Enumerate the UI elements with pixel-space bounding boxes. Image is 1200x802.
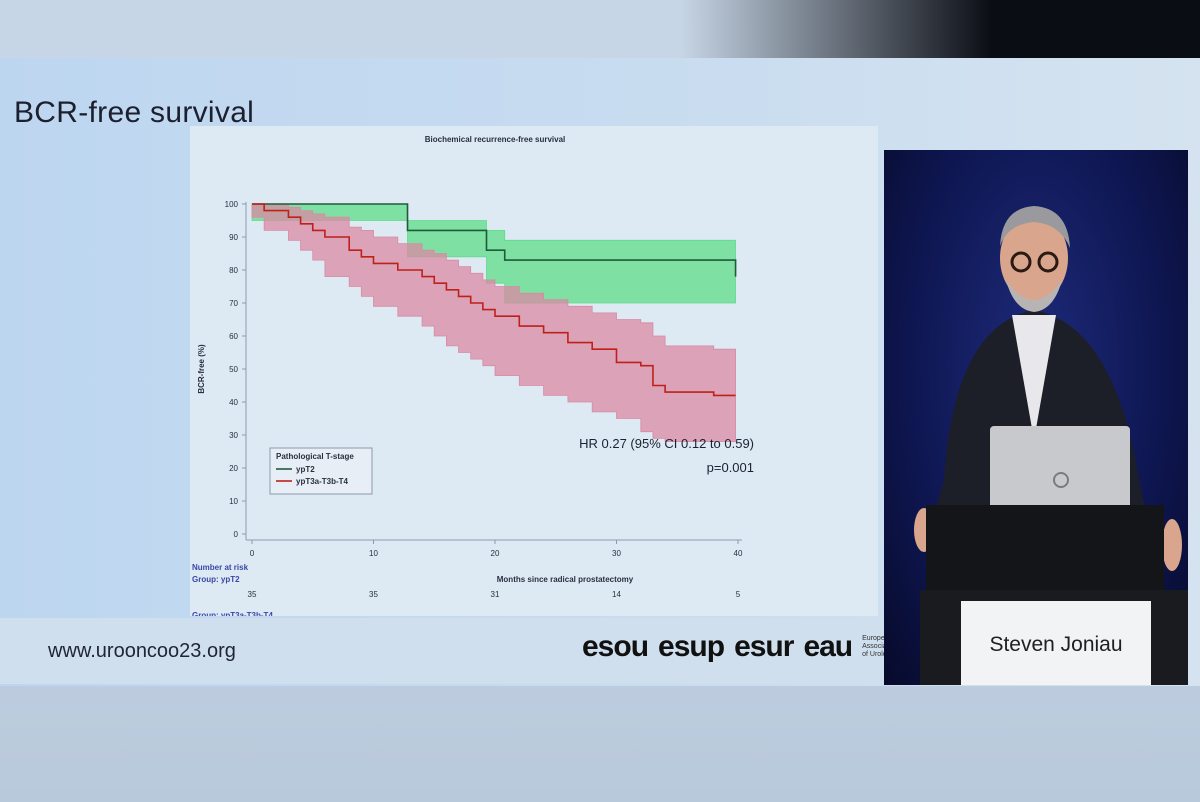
y-tick-label: 20 bbox=[229, 464, 238, 473]
legend-entry: ypT2 bbox=[296, 465, 315, 474]
legend-box bbox=[269, 447, 373, 495]
risk-group-label: Group: ypT3a-T3b-T4 bbox=[192, 611, 273, 616]
speaker-shirt bbox=[1012, 315, 1056, 440]
glasses-left-icon bbox=[1010, 251, 1032, 273]
y-tick-label: 100 bbox=[225, 200, 239, 209]
y-tick-label: 0 bbox=[234, 530, 239, 539]
x-axis-label: Months since radical prostatectomy bbox=[497, 575, 634, 584]
speaker-right-hand bbox=[1162, 519, 1182, 571]
risk-count: 35 bbox=[248, 590, 257, 599]
x-tick-label: 30 bbox=[612, 549, 621, 558]
y-tick-label: 80 bbox=[229, 266, 238, 275]
y-tick-label: 30 bbox=[229, 431, 238, 440]
x-tick-label: 40 bbox=[734, 549, 743, 558]
podium-top bbox=[926, 505, 1164, 595]
y-tick-label: 50 bbox=[229, 365, 238, 374]
km-plot-panel: Biochemical recurrence-free survival 0 10 2… bbox=[190, 126, 878, 616]
risk-count: 5 bbox=[736, 590, 741, 599]
speaker-hair bbox=[1000, 206, 1070, 248]
x-tick-label: 20 bbox=[491, 549, 500, 558]
slide-footer: www.urooncoo23.org esou esup esur eau Eu… bbox=[0, 618, 898, 684]
speaker-head bbox=[1000, 214, 1068, 302]
logo-esur: esur bbox=[734, 630, 794, 663]
risk-count: 35 bbox=[369, 590, 378, 599]
laptop bbox=[990, 426, 1130, 514]
hr-annotation: HR 0.27 (95% CI 0.12 to 0.59) bbox=[579, 436, 754, 451]
legend-entry: ypT3a-T3b-T4 bbox=[296, 477, 349, 486]
km-line-ypt3 bbox=[252, 203, 736, 397]
risk-count: 31 bbox=[491, 590, 500, 599]
speaker-beard bbox=[1006, 280, 1062, 312]
risk-count: 14 bbox=[612, 590, 621, 599]
logo-esou: esou bbox=[582, 630, 649, 663]
legend-title: Pathological T-stage bbox=[276, 452, 354, 461]
p-value-annotation: p=0.001 bbox=[707, 460, 754, 475]
logo-eau: eau bbox=[803, 630, 853, 663]
society-logos: esou esup esur eau European Association … bbox=[582, 630, 902, 664]
risk-table-header: Number at risk bbox=[192, 563, 249, 572]
logo-esup: esup bbox=[658, 630, 725, 663]
speaker-nameplate: Steven Joniau bbox=[958, 598, 1154, 685]
glasses-right-icon bbox=[1037, 251, 1059, 273]
hp-logo-icon bbox=[1053, 472, 1069, 488]
conference-url[interactable]: www.urooncoo23.org bbox=[48, 640, 236, 662]
chart-title: Biochemical recurrence-free survival bbox=[425, 135, 566, 144]
logo-eau-subtext: European Association of Urology bbox=[862, 635, 898, 658]
risk-group-label: Group: ypT2 bbox=[192, 575, 240, 584]
km-line-ypt2 bbox=[252, 203, 737, 277]
speaker-name: Steven Joniau bbox=[989, 633, 1123, 656]
y-tick-label: 90 bbox=[229, 233, 238, 242]
slide-title: BCR-free survival bbox=[14, 96, 255, 129]
y-tick-label: 60 bbox=[229, 332, 238, 341]
speaker-video: Steven Joniau bbox=[884, 150, 1188, 685]
y-tick-label: 10 bbox=[229, 497, 238, 506]
y-axis-label: BCR-free (%) bbox=[197, 344, 206, 394]
x-tick-label: 10 bbox=[369, 549, 378, 558]
km-chart: Biochemical recurrence-free survival 0 10 2… bbox=[192, 135, 754, 616]
y-tick-label: 40 bbox=[229, 398, 238, 407]
y-tick-label: 70 bbox=[229, 299, 238, 308]
x-tick-label: 0 bbox=[250, 549, 255, 558]
